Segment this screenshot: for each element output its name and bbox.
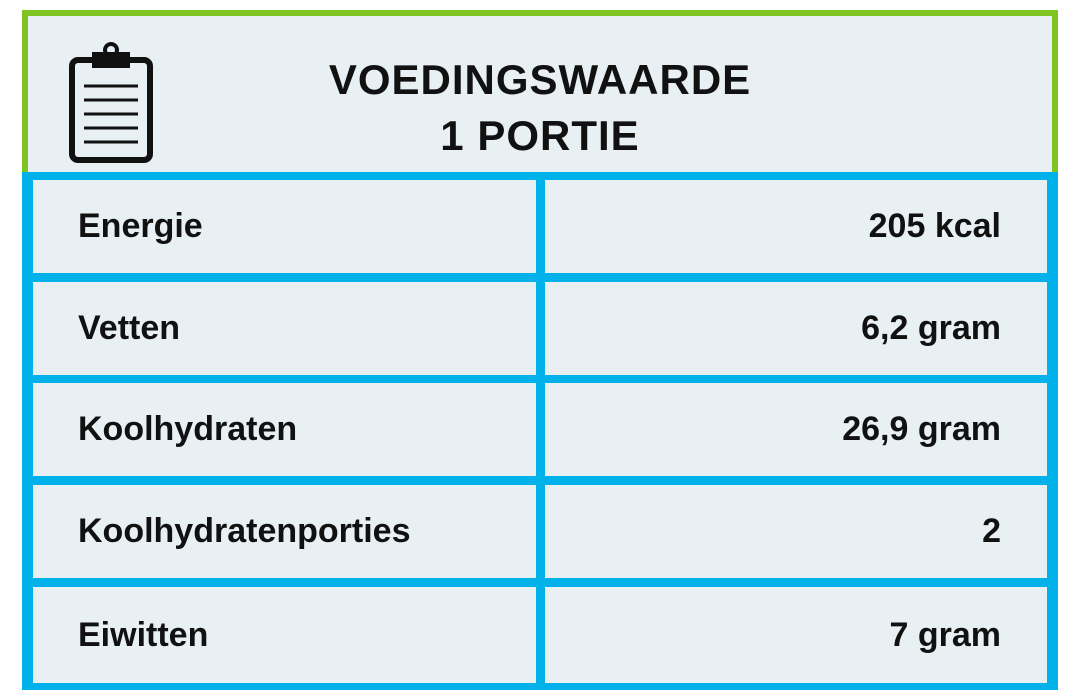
- page-title: VOEDINGSWAARDE 1 PORTIE: [28, 52, 1052, 164]
- row-label-energie: Energie: [33, 180, 536, 273]
- row-label-vetten: Vetten: [33, 282, 536, 375]
- title-line-1: VOEDINGSWAARDE: [328, 56, 752, 103]
- nutrition-header: VOEDINGSWAARDE 1 PORTIE: [22, 10, 1058, 172]
- row-value-koolhydratenporties: 2: [545, 485, 1047, 578]
- row-value-energie: 205 kcal: [545, 180, 1047, 273]
- row-value-eiwitten: 7 gram: [545, 587, 1047, 683]
- row-value-koolhydraten: 26,9 gram: [545, 383, 1047, 476]
- row-label-koolhydratenporties: Koolhydratenporties: [33, 485, 536, 578]
- title-line-2: 1 PORTIE: [440, 112, 640, 159]
- clipboard-icon: [69, 42, 153, 163]
- row-label-koolhydraten: Koolhydraten: [33, 383, 536, 476]
- row-label-eiwitten: Eiwitten: [33, 587, 536, 683]
- nutrition-table: Energie 205 kcal Vetten 6,2 gram Koolhyd…: [22, 172, 1058, 690]
- row-value-vetten: 6,2 gram: [545, 282, 1047, 375]
